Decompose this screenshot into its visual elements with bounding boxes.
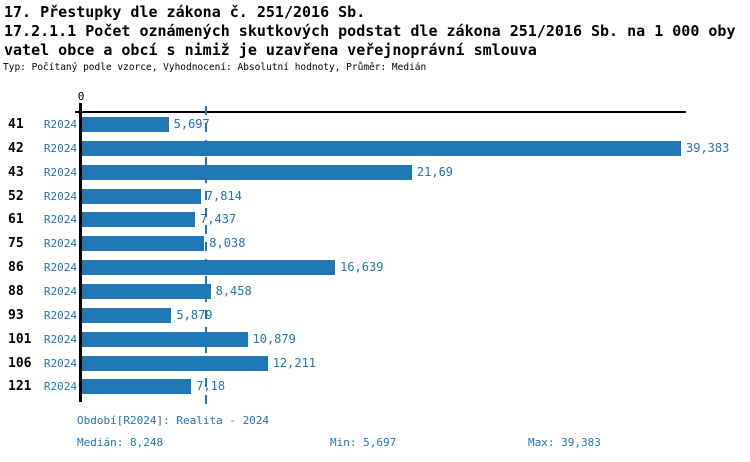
value-label: 8,038: [209, 236, 246, 251]
y-axis-line: [79, 103, 82, 402]
value-bar: [82, 307, 172, 323]
bar-row: 101 R2024 10,879: [0, 331, 750, 355]
bar-row: 88 R2024 8,458: [0, 283, 750, 307]
x-axis-zero-label: 0: [77, 90, 85, 103]
value-bar: [82, 117, 169, 132]
value-bar: [82, 260, 336, 276]
category-label: 41: [8, 117, 24, 132]
bar-row: 93 R2024 5,879: [0, 307, 750, 331]
category-label: 101: [8, 331, 32, 347]
bar-row: 42 R2024 39,383: [0, 140, 750, 164]
series-label: R2024: [43, 165, 77, 179]
series-label: R2024: [43, 213, 77, 227]
chart-meta-line: Typ: Počítaný podle vzorce, Vyhodnocení:…: [3, 62, 427, 73]
category-label: 93: [8, 307, 24, 323]
bar-row: 41 R2024 5,697: [0, 116, 750, 140]
series-label: R2024: [43, 141, 77, 155]
bar-row: 86 R2024 16,639: [0, 259, 750, 283]
bar-row: 61 R2024 7,437: [0, 211, 750, 235]
series-label: R2024: [43, 308, 77, 322]
value-bar: [82, 236, 205, 252]
value-label: 7,18: [196, 379, 226, 394]
bar-row: 43 R2024 21,69: [0, 164, 750, 188]
value-label: 12,211: [272, 355, 317, 370]
series-label: R2024: [43, 356, 77, 370]
value-bar: [82, 283, 211, 299]
value-label: 8,458: [215, 283, 252, 298]
value-bar: [82, 355, 268, 371]
value-bar: [82, 140, 681, 156]
category-label: 88: [8, 283, 24, 299]
series-label: R2024: [43, 237, 77, 251]
category-label: 52: [8, 188, 24, 204]
series-label: R2024: [43, 118, 77, 131]
category-label: 43: [8, 164, 24, 180]
category-label: 61: [8, 212, 24, 228]
series-label: R2024: [43, 284, 77, 298]
value-label: 7,814: [205, 188, 242, 203]
category-label: 106: [8, 355, 32, 371]
chart-subtitle-line2: vatel obce a obcí s nimiž je uzavřena ve…: [4, 41, 537, 59]
value-label: 5,697: [173, 117, 210, 131]
value-label: 16,639: [340, 260, 384, 275]
chart-subtitle-line1: 17.2.1.1 Počet oznámených skutkových pod…: [4, 22, 736, 40]
value-label: 7,437: [200, 212, 237, 227]
category-label: 75: [8, 236, 24, 252]
category-label: 42: [8, 140, 24, 156]
footer-median-label: Medián: 8,248: [77, 436, 164, 449]
footer-period-label: Období[R2024]: Realita - 2024: [77, 414, 270, 427]
bar-row: 52 R2024 7,814: [0, 188, 750, 212]
value-label: 10,879: [252, 331, 296, 346]
value-bar: [82, 331, 248, 347]
bar-row: 121 R2024 7,18: [0, 378, 750, 402]
value-label: 5,879: [176, 307, 213, 322]
footer-max-label: Max: 39,383: [528, 436, 601, 449]
category-label: 86: [8, 260, 24, 276]
value-bar: [82, 379, 192, 395]
series-label: R2024: [43, 261, 77, 275]
series-label: R2024: [43, 380, 77, 394]
median-reference-line: [205, 106, 207, 406]
value-bar: [82, 188, 201, 204]
category-label: 121: [8, 379, 32, 395]
value-label: 39,383: [686, 140, 730, 155]
x-axis-line: [75, 111, 686, 113]
value-bar: [82, 164, 412, 180]
value-label: 21,69: [416, 164, 454, 179]
chart-title: 17. Přestupky dle zákona č. 251/2016 Sb.: [4, 3, 366, 21]
bar-row: 106 R2024 12,211: [0, 355, 750, 379]
series-label: R2024: [43, 332, 77, 346]
bar-row: 75 R2024 8,038: [0, 235, 750, 259]
footer-min-label: Min: 5,697: [330, 436, 397, 449]
series-label: R2024: [43, 189, 77, 203]
value-bar: [82, 212, 196, 228]
